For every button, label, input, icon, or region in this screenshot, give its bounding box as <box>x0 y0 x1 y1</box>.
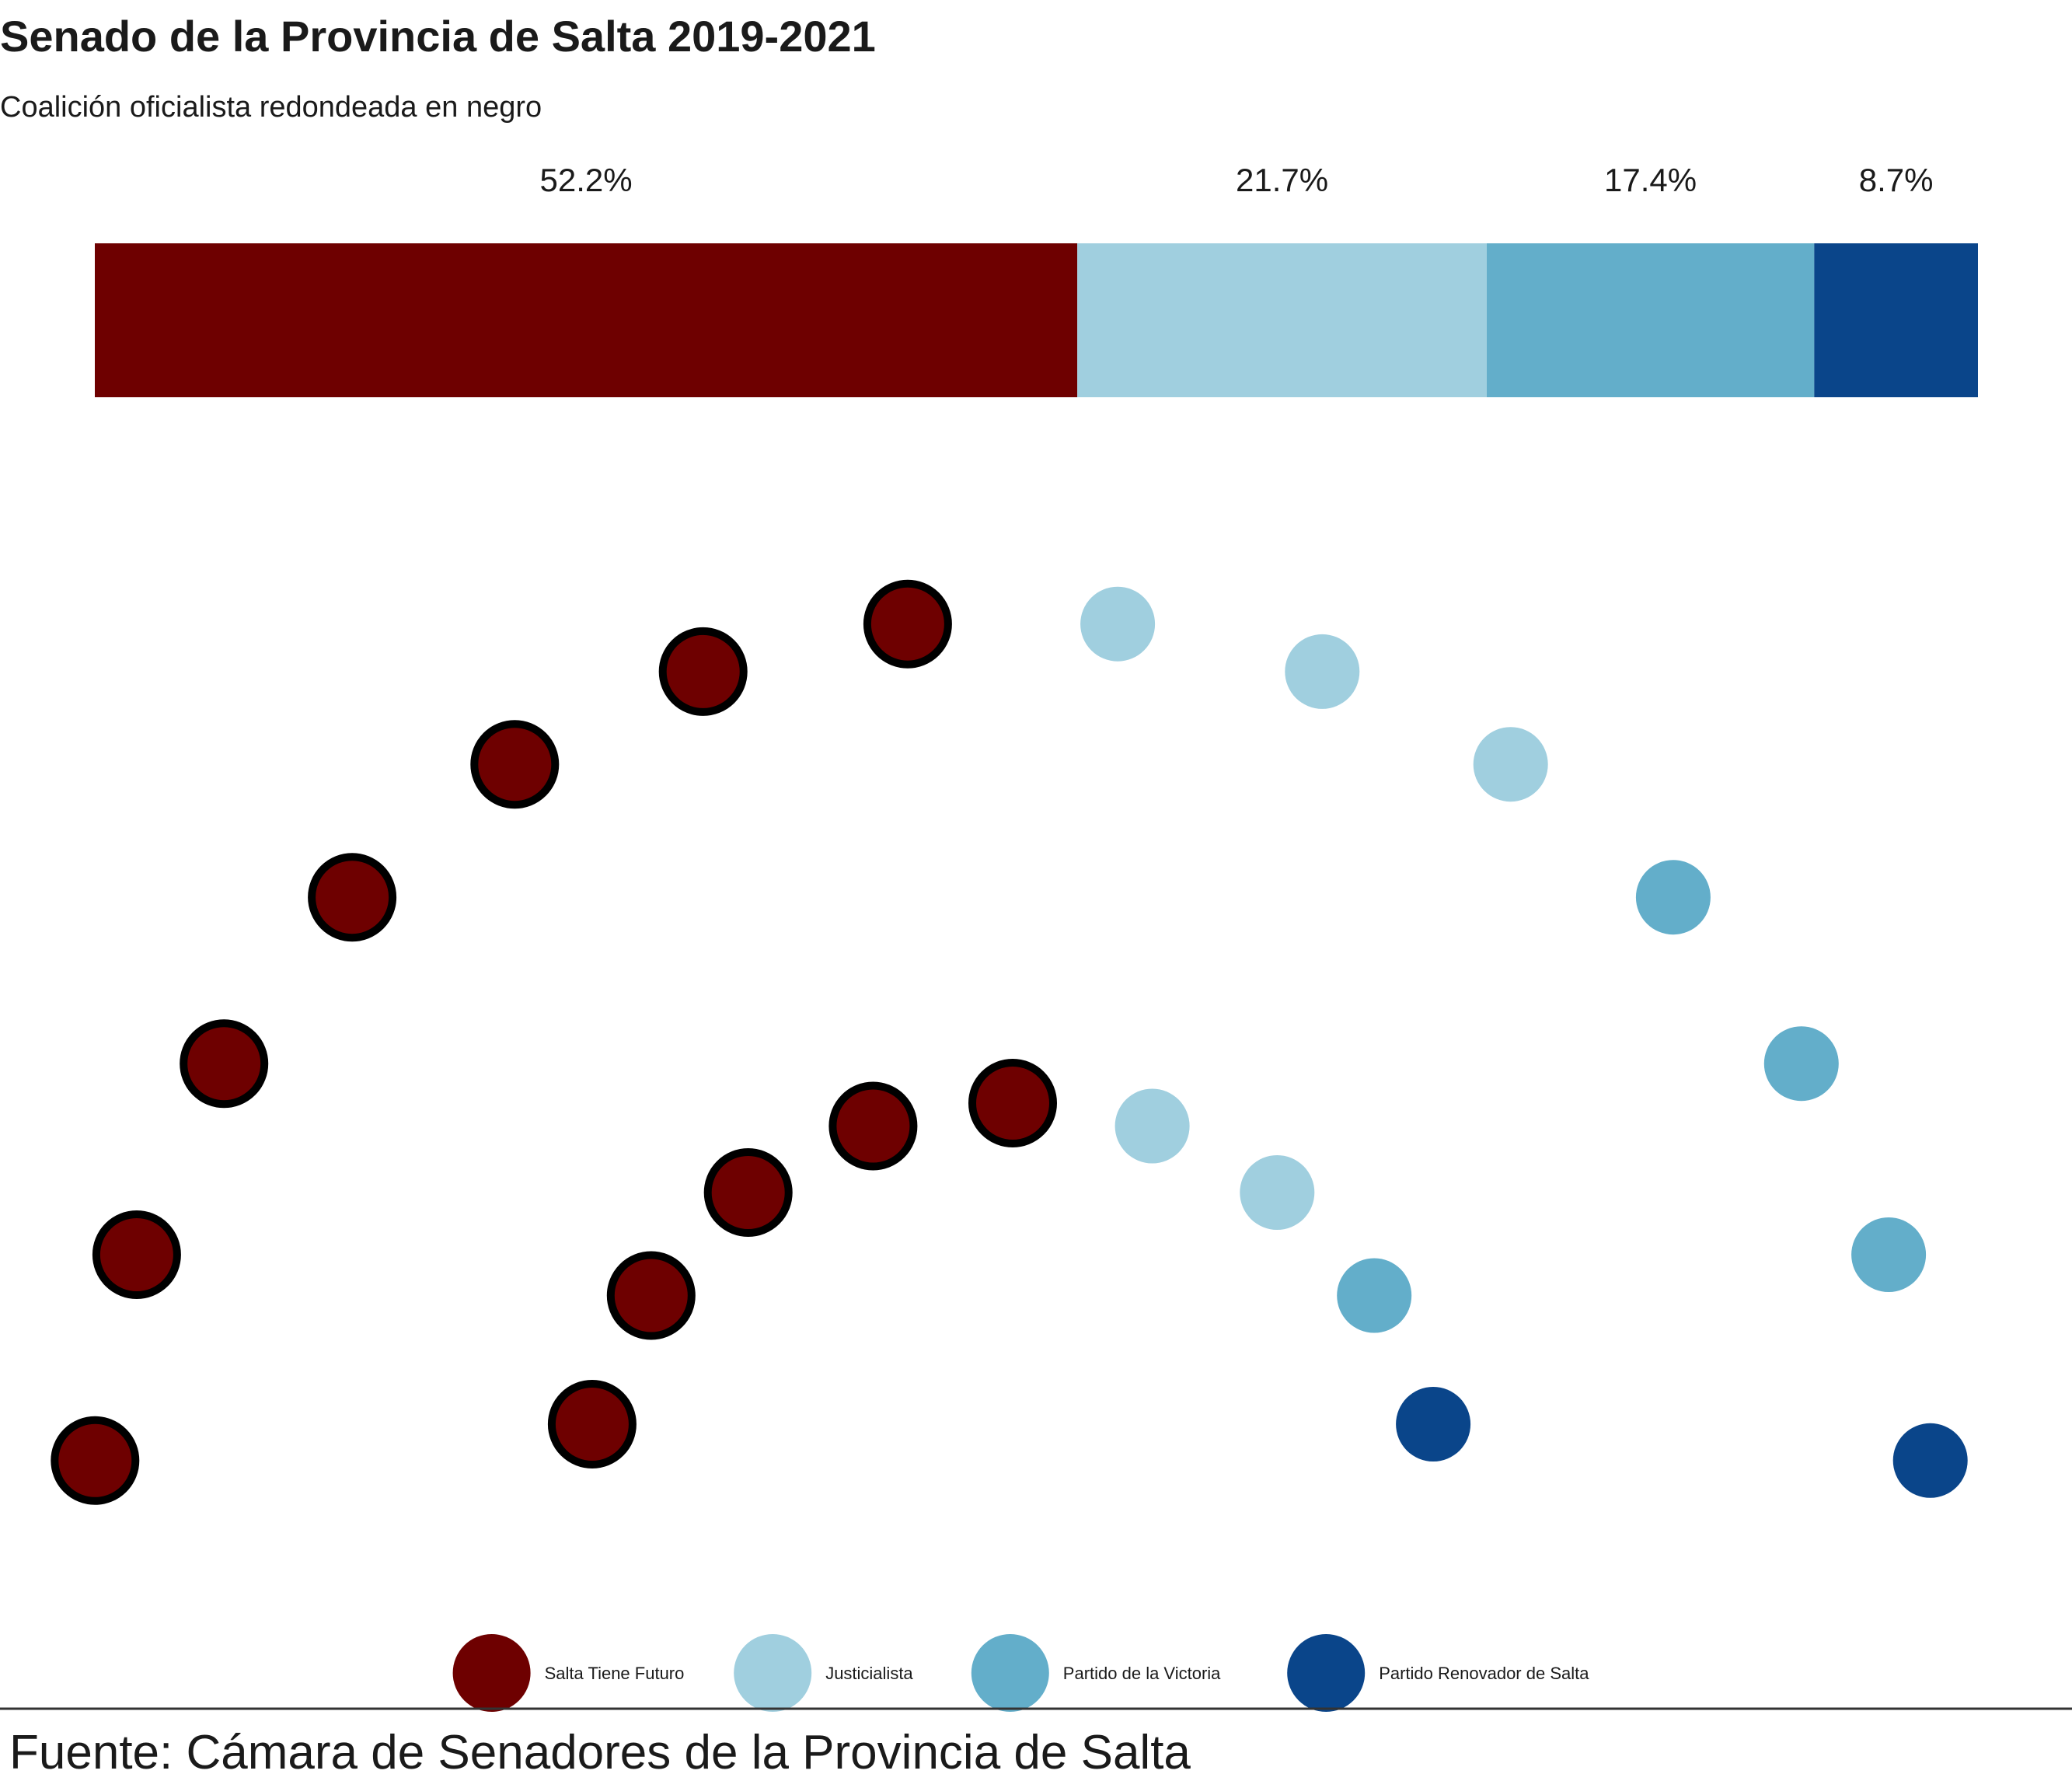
seat-justicialista <box>1473 727 1548 802</box>
seat-salta-tiene-futuro <box>470 720 560 809</box>
bar-segment-partido-renovador-de-salta <box>1814 243 1978 397</box>
seat-salta-tiene-futuro <box>968 1059 1057 1147</box>
bar-segment-justicialista <box>1077 243 1487 397</box>
seat-partido-de-la-victoria <box>1635 860 1711 935</box>
legend-label-partido-renovador-de-salta: Partido Renovador de Salta <box>1379 1664 1589 1683</box>
seat-salta-tiene-futuro <box>828 1081 918 1171</box>
legend-label-justicialista: Justicialista <box>825 1664 913 1683</box>
seat-partido-de-la-victoria <box>1851 1217 1927 1292</box>
seat-partido-renovador-de-salta <box>1396 1387 1471 1461</box>
legend-label-partido-de-la-victoria: Partido de la Victoria <box>1063 1664 1221 1683</box>
share-label-partido-renovador-de-salta: 8.7% <box>1859 162 1934 198</box>
seat-salta-tiene-futuro <box>308 853 397 942</box>
seat-arc <box>51 579 1968 1505</box>
seat-salta-tiene-futuro <box>51 1416 140 1505</box>
seat-partido-de-la-victoria <box>1337 1258 1412 1333</box>
seat-salta-tiene-futuro <box>547 1380 637 1468</box>
seat-salta-tiene-futuro <box>180 1019 269 1109</box>
seat-justicialista <box>1240 1155 1315 1230</box>
legend-swatch-justicialista <box>734 1634 812 1712</box>
seat-salta-tiene-futuro <box>92 1210 181 1299</box>
chart-subtitle: Coalición oficialista redondeada en negr… <box>0 91 542 124</box>
bar-segment-partido-de-la-victoria <box>1486 243 1815 397</box>
chart-title: Senado de la Provincia de Salta 2019-202… <box>0 12 876 61</box>
seat-partido-de-la-victoria <box>1763 1026 1839 1102</box>
seat-partido-renovador-de-salta <box>1892 1423 1968 1498</box>
seat-justicialista <box>1080 586 1156 662</box>
seat-salta-tiene-futuro <box>606 1251 696 1340</box>
legend: Salta Tiene Futuro Justicialista Partido d… <box>452 1634 1589 1712</box>
legend-swatch-partido-renovador-de-salta <box>1287 1634 1366 1712</box>
chart-caption: Fuente: Cámara de Senadores de la Provin… <box>9 1726 1191 1779</box>
seat-salta-tiene-futuro <box>863 579 952 669</box>
legend-swatch-partido-de-la-victoria <box>971 1634 1049 1712</box>
seat-salta-tiene-futuro <box>703 1148 793 1237</box>
share-label-justicialista: 21.7% <box>1236 162 1328 198</box>
share-bar: 52.2% 21.7% 17.4% 8.7% <box>95 162 1978 397</box>
seat-justicialista <box>1114 1088 1190 1164</box>
share-label-partido-de-la-victoria: 17.4% <box>1604 162 1697 198</box>
legend-label-salta-tiene-futuro: Salta Tiene Futuro <box>545 1664 685 1683</box>
share-label-salta-tiene-futuro: 52.2% <box>540 162 633 198</box>
seat-justicialista <box>1285 634 1360 709</box>
seat-salta-tiene-futuro <box>658 627 748 716</box>
legend-swatch-salta-tiene-futuro <box>452 1634 531 1712</box>
bar-segment-salta-tiene-futuro <box>95 243 1078 397</box>
